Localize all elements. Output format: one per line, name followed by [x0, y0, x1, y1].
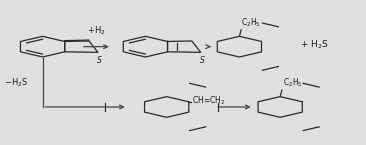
Text: C$_2$H$_5$: C$_2$H$_5$	[241, 17, 261, 29]
Text: +H$_2$: +H$_2$	[87, 24, 105, 37]
Text: S: S	[97, 56, 102, 65]
Text: CH=CH$_2$: CH=CH$_2$	[192, 95, 225, 107]
Text: + H$_2$S: + H$_2$S	[299, 39, 328, 51]
Text: S: S	[200, 56, 205, 65]
Text: $-$H$_2$S: $-$H$_2$S	[4, 76, 29, 89]
Text: C$_2$H$_5$: C$_2$H$_5$	[283, 77, 302, 89]
